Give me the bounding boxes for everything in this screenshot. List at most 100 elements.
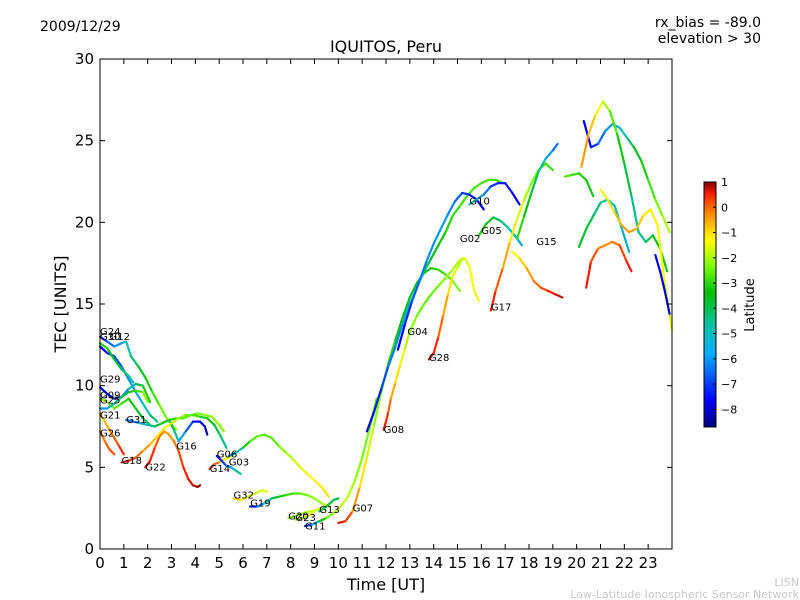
trace-segment-g15 [554, 293, 564, 299]
trace-segment-g11 [339, 495, 349, 508]
trace-segment-g33 [604, 123, 614, 132]
trace-segment-g03 [263, 433, 273, 439]
trace-segment-g02 [411, 280, 421, 302]
x-axis: 0 1 2 3 4 5 6 7 8 9 10 11 12 13 14 15 16 17 18 19 20 21 22 23 [95, 59, 658, 572]
trace-segment-g36 [604, 240, 614, 247]
colorbar-tick-label: −7 [721, 378, 737, 391]
trace-segment-g11 [361, 428, 371, 459]
trace-segment-g37 [620, 224, 631, 234]
trace-segment-g11 [311, 520, 321, 526]
chart-title: IQUITOS, Peru [330, 37, 442, 56]
trace-segment-g37 [649, 208, 659, 227]
trace-segment-g16 [168, 418, 175, 431]
x-tick-label: 12 [376, 554, 395, 572]
x-tick-label: 15 [448, 554, 467, 572]
series-g26 [98, 430, 116, 456]
trace-segment-g26 [103, 440, 111, 451]
trace-segment-g38 [658, 270, 666, 292]
trace-segment-g19 [277, 494, 287, 498]
prn-label-g09: G09 [100, 391, 120, 402]
trace-segment-g15 [518, 257, 528, 270]
trace-segment-g17 [494, 267, 504, 292]
trace-segment-g32 [261, 489, 268, 493]
trace-segment-g01 [523, 191, 533, 217]
x-tick-label: 0 [95, 554, 105, 572]
trace-segment-g17 [523, 182, 533, 201]
trace-segment-g37 [627, 227, 638, 234]
trace-segment-g08 [384, 410, 390, 423]
trace-segment-g11 [346, 479, 357, 498]
trace-segment-g03 [270, 436, 280, 448]
trace-segment-g05 [477, 222, 488, 237]
x-tick-label: 2 [143, 554, 153, 572]
trace-segment-g11 [353, 456, 364, 482]
colorbar-tick-label: 0 [721, 201, 728, 214]
prn-label-g24: G24 [100, 327, 120, 338]
trace-segment-g25 [120, 391, 130, 399]
trace-segment-g19 [263, 497, 273, 505]
trace-segment-g28 [446, 275, 454, 296]
x-tick-label: 1 [119, 554, 129, 572]
trace-segment-g18 [191, 414, 202, 418]
y-tick-label: 10 [75, 377, 94, 395]
trace-segment-g24 [144, 376, 154, 394]
trace-segment-g33 [632, 146, 643, 162]
trace-segment-g34 [601, 100, 612, 113]
prn-label-g16: G16 [176, 441, 196, 452]
prn-label-g19: G19 [250, 499, 270, 510]
trace-segment-g30 [113, 355, 123, 368]
trace-segment-g24 [129, 355, 140, 368]
trace-segment-g31 [132, 420, 142, 425]
trace-segment-g09 [98, 397, 109, 404]
trace-segment-g18 [156, 427, 166, 438]
prn-label-g06: G06 [217, 450, 237, 461]
trace-segment-g25 [113, 396, 123, 405]
trace-segment-g18 [134, 449, 144, 459]
trace-segment-g35 [563, 173, 574, 178]
trace-segment-g36 [625, 260, 633, 273]
trace-segment-g08 [468, 265, 476, 292]
series-g15 [511, 250, 564, 299]
trace-segment-g24 [158, 404, 168, 420]
trace-segment-g28 [442, 293, 450, 317]
colorbar-label: Latitude [743, 278, 758, 332]
series-g07 [337, 267, 461, 525]
trace-segment-g04 [373, 387, 383, 413]
trace-segment-g17 [515, 198, 526, 221]
y-tick-label: 0 [84, 540, 94, 558]
series-g33 [582, 119, 671, 234]
trace-segment-g04 [437, 231, 447, 247]
trace-segment-g32 [253, 489, 264, 495]
series-layer [98, 100, 674, 528]
trace-segment-g30 [134, 391, 144, 405]
trace-segment-g22 [149, 446, 156, 462]
x-tick-label: 3 [167, 554, 177, 572]
trace-segment-g13 [318, 505, 328, 513]
trace-segment-g18 [206, 417, 216, 426]
trace-segment-g17 [544, 162, 554, 172]
trace-segment-g36 [585, 260, 593, 289]
trace-segment-g18 [120, 459, 130, 464]
trace-segment-g19 [313, 497, 323, 505]
trace-segment-g20 [294, 511, 304, 518]
trace-segment-g03 [284, 451, 295, 461]
y-tick-label: 5 [84, 458, 94, 476]
trace-segment-g36 [611, 240, 621, 247]
trace-segment-g12 [120, 368, 130, 377]
series-g05 [477, 216, 523, 247]
trace-segment-g07 [387, 338, 397, 364]
trace-segment-g34 [594, 100, 605, 116]
x-tick-label: 7 [262, 554, 272, 572]
trace-segment-g34 [644, 234, 655, 243]
trace-segment-g22 [172, 440, 180, 453]
x-tick-label: 10 [329, 554, 348, 572]
trace-segment-g34 [587, 113, 597, 136]
trace-segment-g23 [308, 510, 316, 516]
prn-label-g18: G18 [122, 456, 142, 467]
series-g02 [396, 191, 485, 351]
trace-segment-g08 [473, 289, 480, 302]
series-g29 [98, 382, 152, 404]
trace-segment-g19 [284, 492, 295, 497]
trace-segment-g28 [427, 351, 435, 361]
series-g36 [585, 240, 633, 289]
